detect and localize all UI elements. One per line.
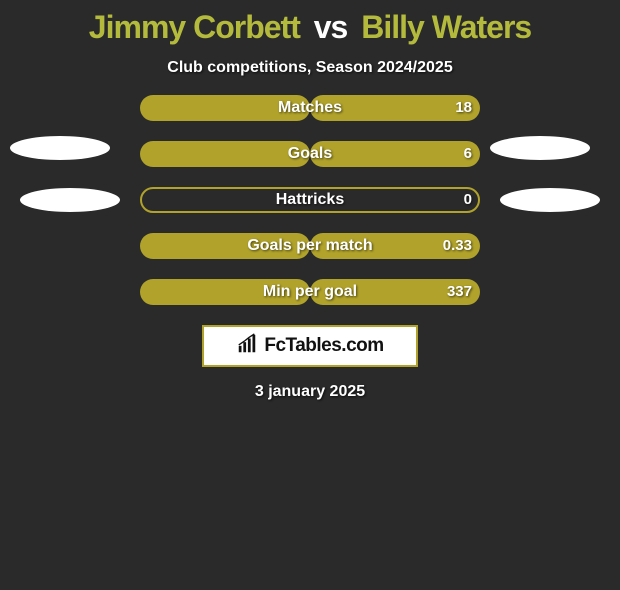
subtitle: Club competitions, Season 2024/2025 bbox=[0, 59, 620, 77]
stat-label: Goals per match bbox=[140, 233, 480, 259]
brand-box: FcTables.com bbox=[202, 325, 418, 367]
stat-value-right: 6 bbox=[464, 141, 472, 167]
stat-label: Goals bbox=[140, 141, 480, 167]
stat-value-right: 0 bbox=[464, 187, 472, 213]
stat-label: Matches bbox=[140, 95, 480, 121]
stat-value-right: 0.33 bbox=[443, 233, 472, 259]
stat-value-right: 18 bbox=[455, 95, 472, 121]
bar-chart-icon bbox=[236, 333, 258, 360]
comparison-title: Jimmy Corbett vs Billy Waters bbox=[0, 10, 620, 45]
brand-text: FcTables.com bbox=[264, 335, 383, 357]
player2-name: Billy Waters bbox=[361, 9, 531, 45]
footer-date: 3 january 2025 bbox=[0, 383, 620, 401]
vs-separator: vs bbox=[314, 9, 348, 45]
stat-row: Min per goal337 bbox=[140, 279, 480, 305]
stat-label: Hattricks bbox=[140, 187, 480, 213]
stat-row: Hattricks0 bbox=[140, 187, 480, 213]
decorative-ellipse bbox=[500, 188, 600, 212]
stat-value-right: 337 bbox=[447, 279, 472, 305]
player1-name: Jimmy Corbett bbox=[89, 9, 300, 45]
stat-row: Goals6 bbox=[140, 141, 480, 167]
stat-row: Matches18 bbox=[140, 95, 480, 121]
decorative-ellipse bbox=[10, 136, 110, 160]
stat-row: Goals per match0.33 bbox=[140, 233, 480, 259]
decorative-ellipse bbox=[490, 136, 590, 160]
decorative-ellipse bbox=[20, 188, 120, 212]
stat-label: Min per goal bbox=[140, 279, 480, 305]
